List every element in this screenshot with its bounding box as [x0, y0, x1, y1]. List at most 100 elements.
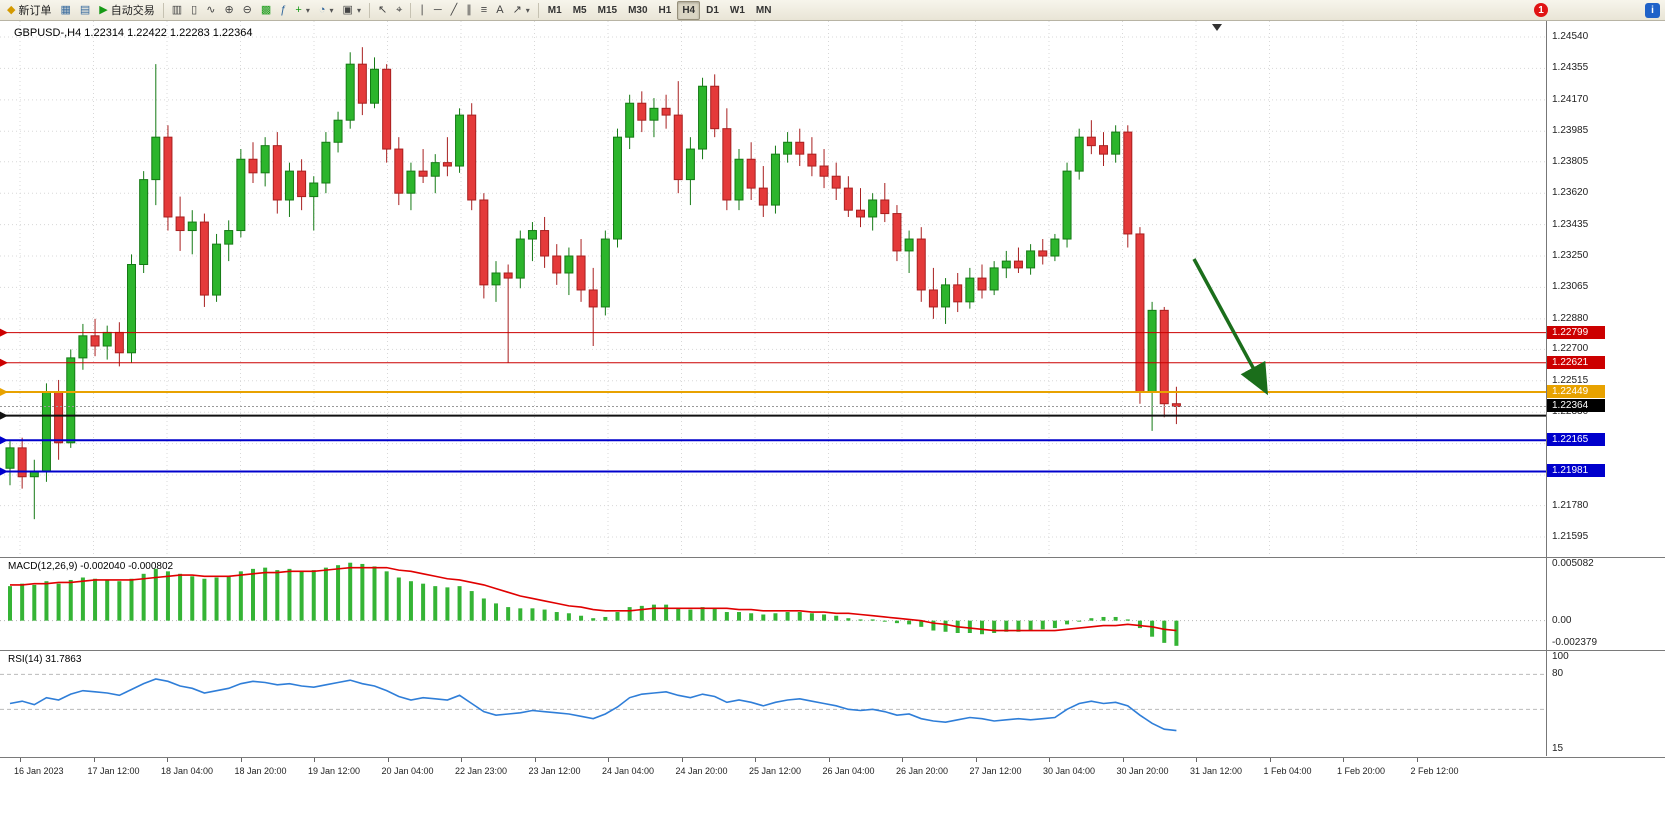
macd-histogram-bar — [712, 608, 717, 621]
timeframe-d1[interactable]: D1 — [706, 4, 719, 16]
channel-button[interactable]: ∥ — [462, 1, 476, 20]
candle-body — [1147, 309, 1157, 393]
chevron-down-icon: ▾ — [305, 5, 310, 15]
macd-histogram-bar — [931, 620, 936, 631]
macd-histogram-bar — [1150, 620, 1155, 637]
candles — [5, 47, 1181, 520]
candle-body — [941, 284, 951, 308]
add-object-button[interactable]: + ▾ — [291, 1, 313, 20]
autotrading-button[interactable]: ▶ 自动交易 — [95, 1, 158, 20]
charts-button[interactable]: ▦ — [56, 1, 74, 20]
pane-splitter[interactable] — [0, 557, 1665, 558]
fibonacci-button[interactable]: ≡ — [477, 1, 491, 20]
macd-axis-tick: 0.00 — [1552, 614, 1572, 626]
chevron-down-icon: ▾ — [356, 5, 361, 15]
timeframe-mn[interactable]: MN — [755, 4, 772, 16]
timeframe-m15[interactable]: M15 — [597, 4, 618, 16]
price-chart[interactable] — [0, 21, 1546, 557]
line-anchor-icon — [0, 388, 8, 397]
macd-histogram-bar — [190, 576, 195, 621]
candle-body — [1123, 131, 1133, 235]
line-chart-button[interactable]: ∿ — [202, 1, 219, 20]
pane-splitter[interactable] — [0, 650, 1665, 651]
bar-chart-icon: ▥ — [171, 3, 183, 16]
candle-body — [685, 148, 695, 181]
macd-histogram-bar — [421, 583, 426, 621]
crosshair-button[interactable]: ⌖ — [392, 1, 406, 20]
zoom-in-button[interactable]: ⊕ — [220, 1, 237, 20]
candle-body — [588, 289, 598, 308]
macd-histogram-bar — [287, 568, 292, 621]
macd-histogram-bar — [117, 581, 122, 621]
candle-body — [1013, 260, 1023, 269]
rsi-axis-tick: 15 — [1552, 743, 1564, 754]
timeframe-h1[interactable]: H1 — [658, 4, 672, 16]
timeframe-m1[interactable]: M1 — [547, 4, 562, 16]
tile-windows-button[interactable]: ▩ — [257, 1, 275, 20]
horizontal-line-button[interactable]: ─ — [430, 1, 446, 20]
cursor-icon: ↖ — [377, 3, 388, 16]
timeframe-w1[interactable]: W1 — [729, 4, 745, 16]
template-button[interactable]: ▣ ▾ — [339, 1, 365, 20]
candle-body — [613, 136, 622, 240]
candle-body — [467, 114, 477, 201]
time-label: 26 Jan 04:00 — [822, 766, 875, 776]
notification-badge[interactable]: 1 — [1534, 3, 1548, 17]
time-tick — [167, 758, 168, 762]
macd-histogram-bar — [1077, 620, 1082, 622]
candle-body — [430, 162, 440, 177]
macd-histogram-bar — [1125, 619, 1130, 621]
arrows-tool-button[interactable]: ↗ ▾ — [509, 1, 534, 20]
time-label: 19 Jan 12:00 — [308, 766, 361, 776]
candle-body — [953, 284, 963, 303]
line-anchor-icon — [0, 328, 8, 337]
vertical-line-button[interactable]: ∣ — [415, 1, 429, 20]
timeframe-m30[interactable]: M30 — [628, 4, 648, 16]
candle-body — [527, 230, 537, 240]
zoom-out-button[interactable]: ⊖ — [239, 1, 256, 20]
candle-body — [831, 175, 841, 189]
macd-histogram-bar — [275, 570, 280, 621]
macd-histogram-bar — [299, 571, 304, 621]
macd-chart[interactable] — [0, 558, 1546, 650]
community-icon[interactable]: i — [1645, 2, 1660, 18]
candle-body — [1099, 145, 1108, 155]
time-axis[interactable]: 16 Jan 2023 17 Jan 12:00 18 Jan 04:00 18 Ja… — [0, 757, 1665, 834]
rsi-chart[interactable] — [0, 651, 1546, 756]
trendline-button[interactable]: ╱ — [447, 1, 462, 20]
cursor-button[interactable]: ↖ — [374, 1, 391, 20]
macd-histogram-bar — [348, 562, 353, 621]
macd-label: MACD(12,26,9) -0.002040 -0.000802 — [8, 561, 174, 572]
macd-histogram-bar — [737, 612, 741, 621]
candlestick-chart-button[interactable]: ▯ — [187, 1, 201, 20]
timeframe-m5[interactable]: M5 — [572, 4, 587, 16]
macd-histogram-bar — [1028, 620, 1033, 631]
tile-windows-icon: ▩ — [260, 3, 272, 16]
indicators-button[interactable]: ƒ — [276, 1, 290, 20]
period-button[interactable]: ◔ ▾ — [315, 1, 338, 20]
macd-histogram-bar — [1174, 620, 1179, 646]
chevron-down-icon: ▾ — [329, 5, 334, 15]
macd-histogram-bar — [858, 619, 863, 621]
toolbar: ◆ 新订单 ▦ ▤ ▶ 自动交易 ▥ ▯ ∿ ⊕ ⊖ ▩ — [0, 0, 1665, 21]
macd-histogram-bar — [615, 612, 620, 621]
macd-histogram-bar — [1040, 620, 1045, 630]
timeframe-h4[interactable]: H4 — [677, 0, 701, 20]
price-axis[interactable]: 1.24540 1.24355 1.24170 1.23985 1.23805 1.236… — [1546, 21, 1665, 557]
autotrading-icon: ▶ — [99, 3, 108, 16]
chart-shift-marker[interactable] — [1212, 24, 1222, 31]
new-order-button[interactable]: ◆ 新订单 — [3, 1, 55, 20]
candle-body — [515, 238, 525, 279]
macd-histogram-bar — [749, 613, 754, 621]
candle-body — [1111, 131, 1121, 155]
trend-arrow[interactable] — [1192, 258, 1269, 396]
profiles-button[interactable]: ▤ — [76, 1, 94, 20]
text-tool-button[interactable]: A — [492, 1, 507, 20]
macd-histogram-bar — [311, 570, 316, 621]
candle-body — [1159, 309, 1169, 405]
trendline-icon: ╱ — [450, 3, 458, 16]
macd-histogram-bar — [724, 612, 729, 621]
bar-chart-button[interactable]: ▥ — [168, 1, 186, 20]
time-tick — [240, 758, 242, 762]
